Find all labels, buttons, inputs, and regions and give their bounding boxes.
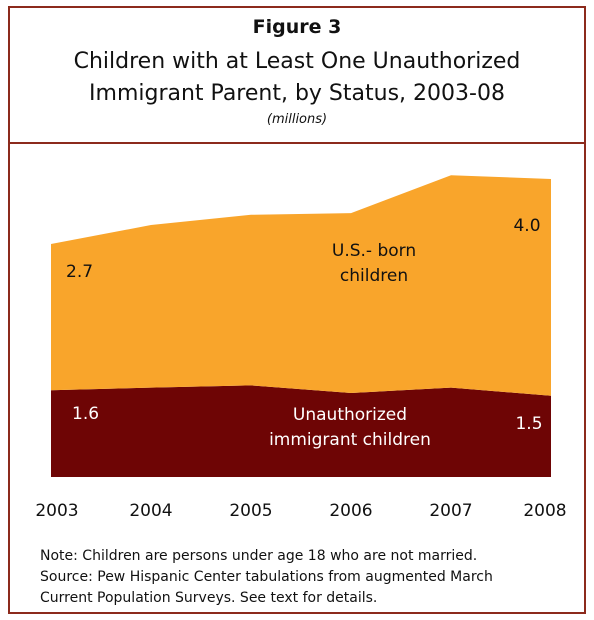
x-tick-label-2005: 2005 <box>229 501 272 521</box>
series-label-unauthorized-line-2: immigrant children <box>269 430 431 450</box>
series-label-us-born-line-1: U.S.- born <box>332 241 416 261</box>
x-tick-label-2003: 2003 <box>35 501 78 521</box>
figure-label: Figure 3 <box>252 16 342 38</box>
unit-label: (millions) <box>266 112 328 127</box>
chart-footnote: Note: Children are persons under age 18 … <box>40 546 570 609</box>
source-line-1: Source: Pew Hispanic Center tabulations … <box>40 569 493 585</box>
x-tick-label-2008: 2008 <box>523 501 566 521</box>
series-label-unauthorized-line-1: Unauthorized <box>293 405 407 425</box>
chart-title-line-1: Children with at Least One Unauthorized <box>73 49 521 74</box>
data-label-us-born-2003: 2.7 <box>66 262 93 282</box>
area-chart: U.S.- born children Unauthorized immigra… <box>35 175 567 521</box>
x-tick-label-2004: 2004 <box>129 501 172 521</box>
chart-title-line-2: Immigrant Parent, by Status, 2003-08 <box>89 81 505 106</box>
chart-title: Children with at Least One Unauthorized … <box>10 46 584 110</box>
figure-frame: Figure 3 Children with at Least One Unau… <box>8 6 586 614</box>
note-text: Note: Children are persons under age 18 … <box>40 548 478 564</box>
data-label-us-born-2008: 4.0 <box>513 216 540 236</box>
figure-header: Figure 3 Children with at Least One Unau… <box>10 8 584 144</box>
x-tick-label-2006: 2006 <box>329 501 372 521</box>
data-label-unauthorized-2003: 1.6 <box>72 404 99 424</box>
area-us-born-children <box>51 175 551 396</box>
x-tick-label-2007: 2007 <box>429 501 472 521</box>
area-unauthorized-immigrant-children <box>51 385 551 477</box>
series-label-us-born-line-2: children <box>340 266 408 286</box>
x-axis-tick-labels: 2003 2004 2005 2006 2007 2008 <box>35 501 566 521</box>
source-line-2: Current Population Surveys. See text for… <box>40 590 378 606</box>
data-label-unauthorized-2008: 1.5 <box>515 414 542 434</box>
